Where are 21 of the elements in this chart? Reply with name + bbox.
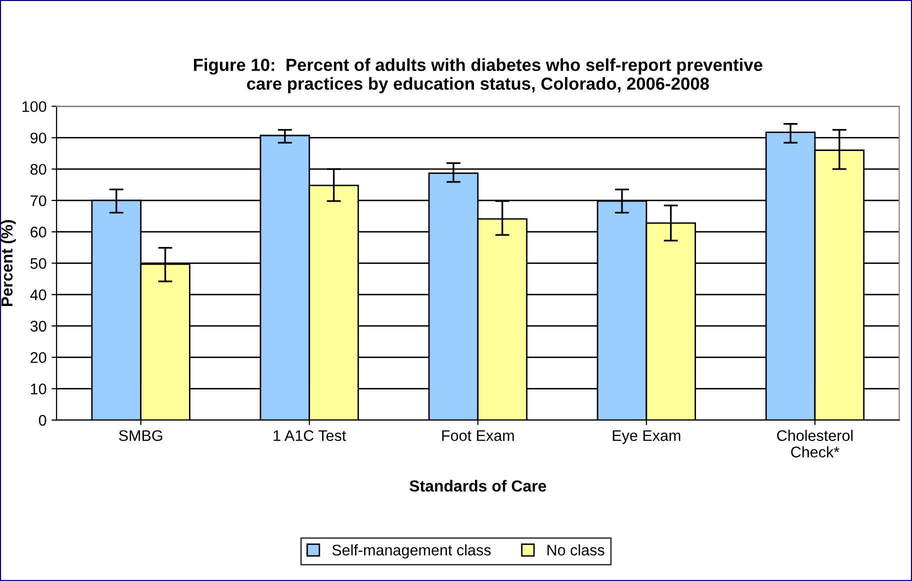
x-tick-label: Eye Exam xyxy=(612,430,680,444)
y-tick-label: 0 xyxy=(38,414,46,426)
x-tick-label: 1 A1C Test xyxy=(274,430,346,442)
legend-label: Self-management class xyxy=(332,544,491,559)
y-tick-label: 20 xyxy=(30,352,46,363)
y-tick-label: 70 xyxy=(30,195,46,206)
x-tick-label: SMBG xyxy=(119,430,162,442)
y-tick-label: 50 xyxy=(30,258,46,269)
y-axis-title: Percent (%) xyxy=(0,220,16,306)
y-tick-label: 30 xyxy=(30,320,46,332)
x-tick-label: Cholesterol Check* xyxy=(777,430,853,458)
x-axis-title: Standards of Care xyxy=(410,480,546,492)
y-tick-label: 100 xyxy=(22,101,46,112)
x-tick-label: Foot Exam xyxy=(442,430,514,442)
chart-title: Figure 10: Percent of adults with diabetes who self-report preventive care practices by education status, Colorado, 2006-2008 xyxy=(194,58,762,94)
y-tick-label: 80 xyxy=(30,164,46,175)
y-tick-label: 60 xyxy=(30,226,46,238)
y-tick-label: 90 xyxy=(30,132,46,144)
y-tick-label: 40 xyxy=(30,289,46,300)
y-tick-label: 10 xyxy=(30,384,46,394)
legend-label: No class xyxy=(548,544,604,556)
